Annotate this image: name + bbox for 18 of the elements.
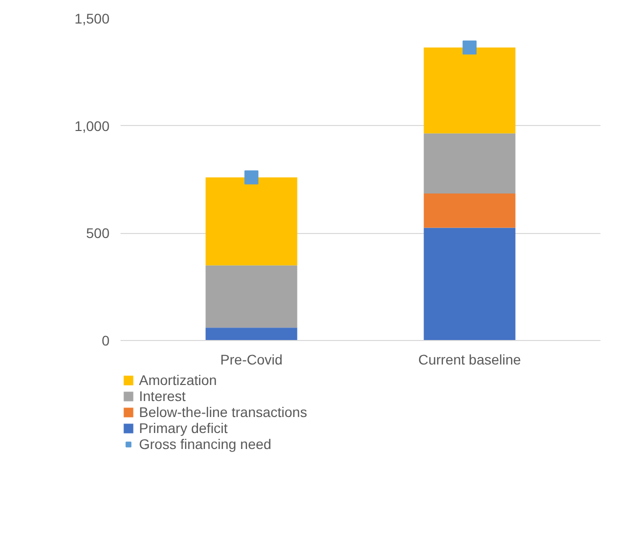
bar [206,328,298,340]
y-tick-label: 1,500 [74,10,110,26]
y-tick-label: 500 [86,225,110,242]
bar [424,228,516,340]
legend-label: Gross financing need [139,436,272,452]
bar [424,193,516,228]
legend-label: Primary deficit [139,420,228,436]
bar [424,133,516,194]
x-tick-label: Current baseline [418,352,522,368]
y-tick-label: 1,000 [74,118,110,134]
bar [424,47,516,134]
bar [206,177,298,266]
legend-label: Interest [139,388,186,404]
bar [206,265,298,328]
legend-label: Below-the-line transactions [139,404,308,420]
y-tick-label: 0 [102,332,110,348]
x-tick-label: Pre-Covid [220,352,283,368]
legend-label: Amortization [139,372,217,388]
